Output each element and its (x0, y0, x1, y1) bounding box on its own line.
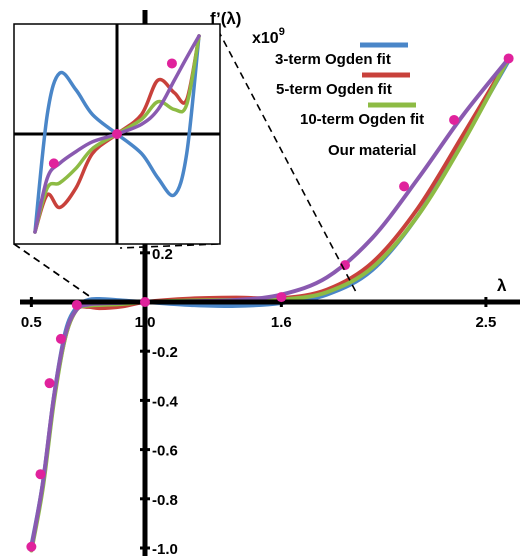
zoom-guide-line (13, 243, 93, 299)
y-multiplier-base: x10 (252, 30, 279, 47)
data-point-marker (449, 114, 460, 125)
legend-label-1: 3-term Ogden fit (275, 51, 391, 68)
y-tick-label: -1.0 (152, 541, 178, 558)
inset-data-point-marker (166, 58, 177, 69)
legend-label-3: 10-term Ogden fit (300, 111, 424, 128)
inset-data-point-marker (112, 129, 122, 139)
legend-label-4: Our material (328, 142, 416, 159)
data-point-marker (55, 333, 66, 344)
data-point-marker (140, 297, 150, 307)
data-point-marker (71, 299, 82, 310)
y-axis-title: f’(λ) (210, 9, 241, 28)
x-tick-label: 2.5 (475, 314, 496, 331)
x-tick-label: 0.5 (21, 314, 42, 331)
y-tick-label: 0.2 (152, 246, 173, 263)
y-multiplier-exponent: 9 (279, 26, 285, 38)
x-tick-label: 1.0 (135, 314, 156, 331)
legend: 3-term Ogden fit 5-term Ogden fit 10-term … (275, 42, 424, 159)
data-point-marker (35, 469, 46, 480)
data-point-marker (503, 53, 514, 64)
x-tick-label: 1.6 (271, 314, 292, 331)
zoom-guide-line (217, 29, 357, 293)
data-point-marker (44, 378, 55, 389)
legend-label-2: 5-term Ogden fit (276, 81, 392, 98)
y-multiplier-label: x109 (252, 26, 285, 47)
y-tick-label: -0.4 (152, 393, 179, 410)
inset-plot (13, 23, 221, 245)
x-axis-title: λ (497, 276, 507, 295)
y-tick-label: -0.6 (152, 443, 178, 460)
data-point-marker (26, 541, 37, 552)
data-point-marker (276, 292, 287, 303)
data-point-marker (399, 181, 410, 192)
y-tick-label: -0.8 (152, 492, 178, 509)
y-tick-label: -0.2 (152, 344, 178, 361)
inset-data-point-marker (48, 158, 59, 169)
